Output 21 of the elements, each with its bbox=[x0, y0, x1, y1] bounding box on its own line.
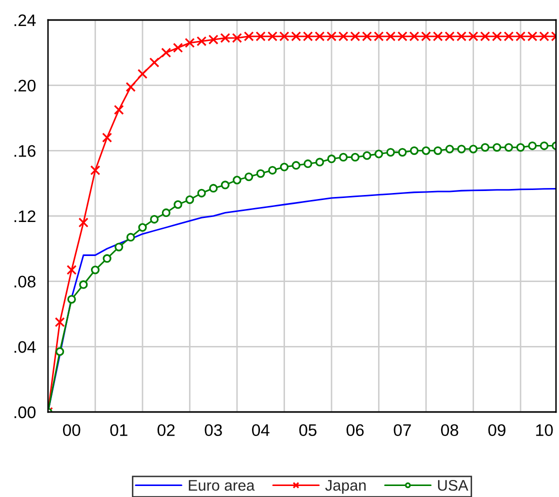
x-tick-label: 05 bbox=[299, 424, 316, 436]
x-tick-label: 07 bbox=[394, 424, 411, 436]
x-tick-label: 04 bbox=[252, 424, 270, 436]
x-tick-label: 08 bbox=[441, 424, 458, 436]
legend-label: Euro area bbox=[188, 480, 255, 491]
x-tick-label: 03 bbox=[204, 424, 222, 436]
y-tick-label: .12 bbox=[14, 210, 36, 222]
x-tick-label: 09 bbox=[488, 424, 506, 436]
y-tick-label: .20 bbox=[14, 80, 36, 92]
y-tick-label: .00 bbox=[14, 406, 36, 418]
y-tick-label: .24 bbox=[14, 14, 36, 26]
y-tick-label: .08 bbox=[14, 276, 36, 288]
legend-label: USA bbox=[438, 480, 468, 491]
legend-label: Japan bbox=[325, 480, 366, 494]
x-tick-label: 06 bbox=[346, 424, 364, 436]
y-tick-label: .04 bbox=[14, 341, 36, 353]
x-tick-label: 02 bbox=[158, 424, 175, 436]
x-tick-label: 10 bbox=[536, 424, 553, 436]
y-tick-label: .16 bbox=[14, 145, 36, 157]
x-tick-label: 00 bbox=[63, 424, 80, 436]
x-tick-label: 01 bbox=[110, 424, 128, 436]
